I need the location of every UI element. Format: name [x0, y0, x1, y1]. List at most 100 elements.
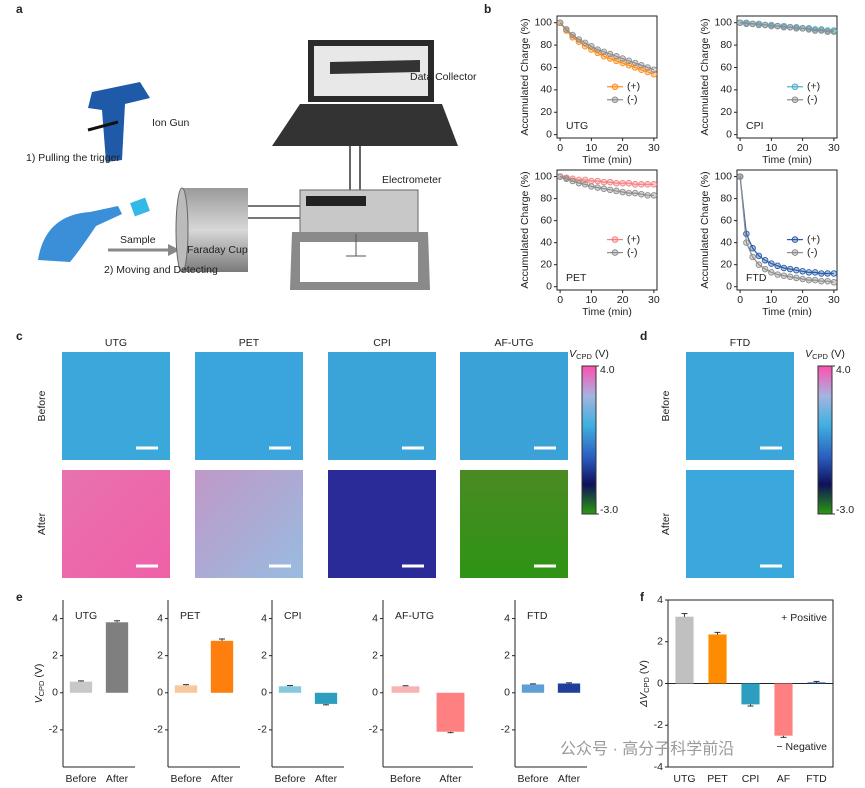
y-axis-label: Accumulated Charge (%): [699, 18, 711, 135]
data-point: [625, 61, 633, 69]
legend-marker: [791, 236, 799, 243]
data-point: [774, 22, 781, 30]
y-tick-label: -4: [654, 761, 663, 773]
axis-label: ΔVCPD (V): [638, 660, 651, 708]
legend-marker: [791, 83, 799, 91]
panel-label: d: [640, 329, 647, 343]
y-tick-label: -2: [154, 724, 163, 736]
x-tick-label: 0: [557, 142, 563, 154]
bar: [521, 684, 545, 693]
y-tick-label: 0: [504, 687, 510, 699]
y-tick-label: -2: [49, 724, 58, 736]
data-point: [805, 276, 813, 284]
data-point: [606, 55, 614, 62]
bar: [708, 634, 727, 684]
sample-label: PET: [239, 337, 260, 349]
y-tick-label: 20: [720, 106, 732, 118]
y-tick-label: 100: [534, 16, 552, 28]
bar: [105, 622, 129, 693]
data-point: [638, 61, 645, 69]
x-tick-label: 20: [797, 294, 809, 306]
chart-title: AF-UTG: [395, 610, 434, 622]
x-tick-label: FTD: [806, 773, 827, 785]
afm-image: [62, 470, 170, 578]
panel-label: c: [16, 329, 23, 343]
data-point: [650, 70, 658, 78]
y-tick-label: 40: [720, 236, 732, 248]
y-axis-label: Accumulated Charge (%): [519, 171, 531, 288]
data-point: [581, 181, 589, 188]
diagram-label: Data Collector: [410, 71, 477, 83]
screen-signal: [330, 60, 420, 74]
label-symbol: V: [33, 695, 45, 703]
legend-label: (+): [627, 81, 640, 93]
bar: [69, 681, 93, 693]
x-tick-label: 0: [557, 294, 563, 306]
y-tick-label: -2: [258, 724, 267, 736]
data-point: [613, 53, 620, 60]
display: [306, 196, 366, 206]
data-point: [780, 23, 788, 31]
x-tick-label: 30: [828, 294, 840, 306]
colorbar-tick-label: 4.0: [600, 364, 615, 376]
afm-image: [328, 352, 436, 460]
data-point: [625, 189, 633, 197]
data-point: [581, 176, 589, 184]
data-point: [799, 275, 806, 283]
panel-label: b: [484, 2, 491, 16]
data-point: [786, 23, 794, 31]
diagram-label: Ion Gun: [152, 117, 190, 129]
stand: [290, 232, 430, 290]
y-tick-label: 100: [714, 170, 732, 182]
data-point: [631, 189, 639, 197]
legend-marker: [611, 83, 619, 91]
data-point: [638, 181, 645, 188]
label-symbol: V: [805, 348, 813, 360]
data-point: [780, 272, 788, 279]
annotation: UTG: [566, 120, 588, 132]
panel-label: f: [640, 590, 645, 604]
bar: [741, 683, 760, 705]
legend-marker: [611, 96, 619, 104]
x-tick-label: After: [211, 773, 234, 785]
x-tick-label: After: [106, 773, 129, 785]
y-tick-label: 2: [372, 649, 378, 661]
arrow-head: [168, 244, 180, 256]
axis-label: VCPD (V): [33, 664, 46, 704]
data-point: [644, 181, 651, 188]
data-point: [575, 36, 583, 43]
diagram-label: 2) Moving and Detecting: [104, 264, 218, 276]
data-point: [600, 53, 608, 60]
data-point: [824, 28, 831, 35]
label-symbol: ΔV: [638, 692, 650, 708]
data-point: [619, 55, 626, 62]
watermark: 公众号 · 高分子科学前沿: [560, 740, 734, 758]
x-tick-label: Before: [171, 773, 202, 785]
x-tick-label: 0: [737, 294, 743, 306]
sample-shape: [130, 197, 150, 217]
data-point: [811, 27, 819, 34]
y-tick-label: 0: [261, 687, 267, 699]
diagram-label: 1) Pulling the trigger: [26, 152, 120, 164]
data-point: [799, 25, 806, 32]
diagram-label: Faraday Cup: [187, 244, 248, 256]
data-point: [793, 266, 800, 274]
afm-image: [195, 352, 303, 460]
y-tick-label: 0: [726, 128, 732, 140]
series-line: [559, 22, 655, 71]
legend-label: (+): [807, 81, 820, 93]
bar: [278, 686, 302, 693]
annotation: + Positive: [781, 612, 827, 624]
x-tick-label: After: [558, 773, 581, 785]
data-point: [761, 21, 769, 29]
y-tick-label: 4: [157, 612, 163, 624]
y-tick-label: 0: [546, 280, 552, 292]
bar: [174, 685, 198, 693]
legend-marker: [791, 96, 799, 104]
label-unit: (V): [828, 348, 845, 360]
sample-label: CPI: [373, 337, 391, 349]
data-point: [805, 269, 813, 276]
y-tick-label: -2: [369, 724, 378, 736]
y-tick-label: 60: [540, 214, 552, 226]
data-point: [619, 188, 626, 196]
